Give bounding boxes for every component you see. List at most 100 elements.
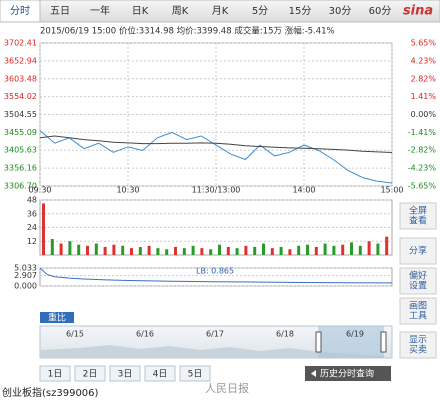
volume-bar	[165, 249, 169, 255]
volume-bar	[235, 248, 239, 255]
y-tick-label: 3652.94	[4, 56, 37, 65]
volume-bar	[244, 245, 248, 255]
volume-bar	[218, 244, 221, 255]
volume-bar	[323, 243, 327, 255]
y-tick-label: 3603.48	[4, 74, 37, 83]
side-button-label[interactable]: 买卖	[409, 345, 427, 356]
y-tick-label: 3306.70	[4, 182, 37, 191]
series-line	[39, 135, 393, 153]
side-button[interactable]	[399, 237, 437, 265]
day-tab-label[interactable]: 3日	[118, 369, 133, 380]
tab[interactable]: 60分	[369, 5, 392, 17]
watermark: 人民日报	[205, 381, 249, 395]
day-tab[interactable]	[144, 365, 176, 382]
navigator-date: 6/16	[136, 330, 154, 339]
tab[interactable]: 日K	[132, 6, 149, 17]
volume-bar	[279, 246, 283, 255]
logo: sina	[403, 4, 433, 19]
x-tick-label: 09:30	[28, 186, 51, 195]
tab[interactable]: 周K	[172, 5, 189, 17]
y2-tick-label: 2.82%	[411, 74, 437, 83]
y-tick-label: 0.000	[14, 282, 37, 291]
restore-button[interactable]	[40, 312, 74, 323]
volume-bar	[50, 238, 54, 255]
y2-tick-label: 5.65%	[411, 39, 437, 48]
volume-bar	[174, 246, 177, 255]
side-button[interactable]	[399, 297, 437, 325]
y-tick-label: 24	[27, 223, 37, 232]
y2-tick-label: -1.41%	[408, 128, 437, 137]
handle-right[interactable]	[380, 331, 387, 353]
day-tab[interactable]	[39, 365, 71, 382]
tab[interactable]: 15分	[289, 5, 312, 17]
volume-bar	[77, 244, 81, 255]
volume-bar	[191, 245, 195, 255]
tab[interactable]: 30分	[329, 5, 352, 17]
tab[interactable]: 五日	[50, 6, 70, 17]
y2-tick-label: -2.82%	[408, 146, 437, 155]
volume-bar	[147, 245, 151, 255]
volume-bar	[376, 243, 380, 255]
volume-bar	[103, 246, 107, 255]
navigator-date: 6/17	[206, 330, 224, 339]
day-tab[interactable]	[179, 365, 211, 382]
tab[interactable]: 分时	[10, 5, 30, 17]
volume-bar	[156, 248, 160, 255]
side-button-label[interactable]: 显示	[409, 335, 427, 346]
day-tab-label[interactable]: 4日	[153, 369, 168, 380]
volume-bar	[385, 236, 389, 255]
history-button[interactable]	[305, 366, 391, 381]
series-line	[39, 130, 393, 184]
volume-bar	[306, 244, 309, 255]
volume-bar	[182, 248, 186, 255]
footer-title: 创业板指(sz399006)	[2, 386, 99, 399]
y-tick-label: 3405.63	[4, 146, 37, 155]
side-button-label[interactable]: 全屏	[409, 205, 427, 217]
x-tick-label: 15:00	[380, 186, 403, 195]
day-tab-label[interactable]: 5日	[188, 369, 203, 380]
navigator-selection[interactable]	[318, 326, 384, 358]
history-label[interactable]: 历史分时查询	[320, 368, 374, 380]
day-tab-label[interactable]: 2日	[83, 369, 98, 380]
y-tick-label: 36	[27, 209, 37, 218]
y2-tick-label: -4.23%	[408, 164, 437, 173]
day-tab-label[interactable]: 1日	[48, 369, 63, 380]
side-button-label[interactable]: 画图	[409, 301, 427, 312]
tab[interactable]: 月K	[212, 5, 229, 17]
y-tick-label: 2.907	[14, 271, 37, 280]
tab[interactable]: 5分	[252, 5, 268, 17]
series-line	[39, 267, 393, 284]
side-button-label[interactable]: 查看	[409, 215, 427, 227]
info-line: 2015/06/19 15:00 价位:3314.98 均价:3399.48 成…	[40, 26, 335, 37]
restore-label[interactable]: 重比	[48, 312, 66, 324]
x-tick-label: 11:30/13:00	[192, 186, 241, 195]
volume-bar	[138, 246, 142, 255]
volume-bar	[209, 249, 213, 255]
side-button[interactable]	[399, 331, 437, 359]
volume-bar	[59, 243, 63, 255]
navigator-shape	[40, 345, 384, 358]
history-arrow[interactable]	[311, 370, 316, 377]
side-button-label[interactable]: 偏好	[409, 270, 427, 282]
navigator-date: 6/18	[276, 330, 294, 339]
side-button-label[interactable]: 工具	[409, 311, 427, 322]
y2-tick-label: 0.00%	[411, 110, 437, 119]
volume-bar	[253, 246, 257, 255]
side-button-label[interactable]: 分享	[409, 245, 427, 257]
volume-bar	[350, 242, 353, 255]
volume-bar	[121, 245, 125, 255]
handle-left[interactable]	[315, 331, 322, 353]
side-button[interactable]	[399, 267, 437, 295]
side-button-label[interactable]: 设置	[409, 281, 427, 292]
volume-bar	[130, 248, 133, 255]
tab[interactable]: 一年	[90, 4, 110, 17]
volume-bar	[86, 245, 89, 255]
day-tab[interactable]	[109, 365, 141, 382]
volume-bar	[42, 203, 45, 255]
volume-bar	[94, 243, 98, 255]
side-button[interactable]	[399, 202, 437, 230]
y-tick-label: 3554.02	[4, 92, 37, 101]
day-tab[interactable]	[74, 365, 106, 382]
volume-bar	[270, 248, 274, 255]
